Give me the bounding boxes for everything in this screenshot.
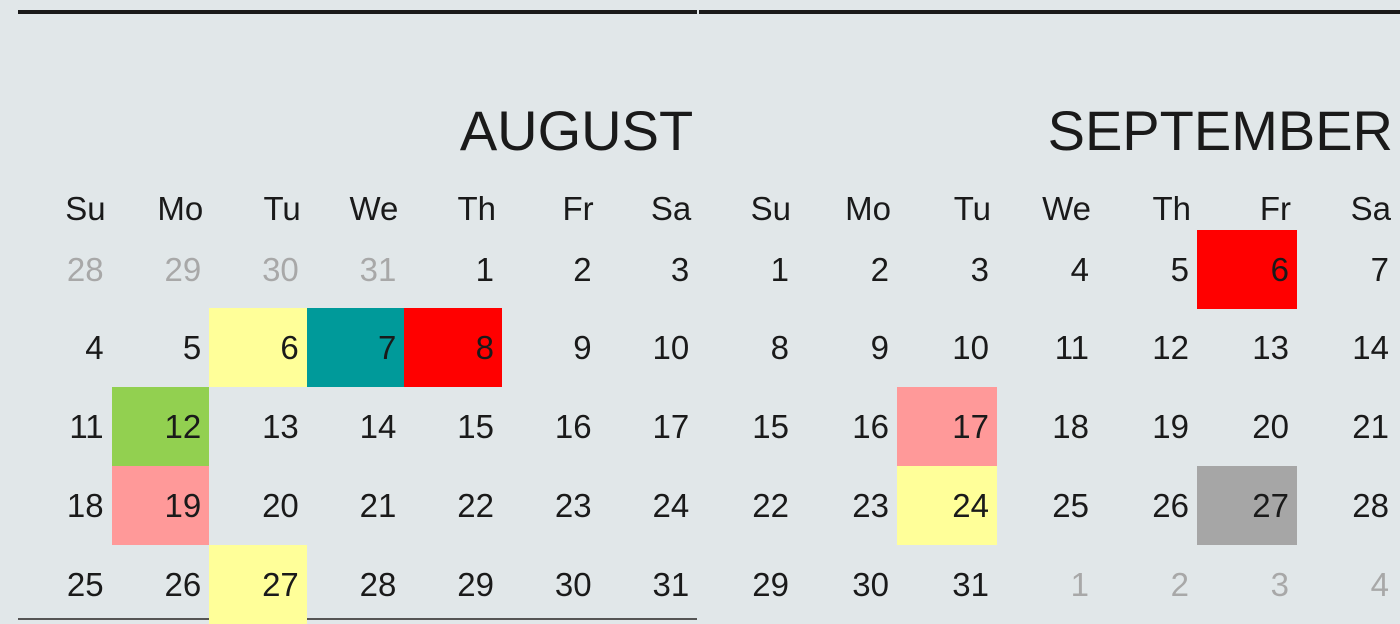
day-cell: 7 [1370, 251, 1389, 288]
day-cell: 25 [66, 566, 104, 603]
weekday-label: Fr [562, 190, 594, 227]
weekday-label: Sa [650, 190, 692, 227]
day-cell: 9 [573, 329, 592, 366]
day-cell: 11 [69, 408, 104, 445]
day-cell: 16 [554, 408, 592, 445]
weekday-label: Th [457, 190, 496, 227]
day-cell: 20 [262, 487, 299, 524]
day-cell: 3 [1270, 566, 1289, 603]
weekday-label: Tu [953, 190, 991, 227]
day-cell: 30 [554, 566, 592, 603]
day-cell: 26 [164, 566, 202, 603]
day-cell: 24 [652, 487, 690, 524]
day-cell: 14 [359, 408, 397, 445]
day-cell: 2 [573, 251, 592, 288]
day-cell: 19 [1152, 408, 1189, 445]
day-cell: 22 [752, 487, 789, 524]
month-title: AUGUST [459, 99, 694, 162]
day-cell: 1 [1070, 566, 1089, 603]
day-cell: 22 [457, 487, 494, 524]
day-cell: 4 [85, 329, 104, 366]
day-cell: 12 [111, 387, 210, 466]
month-title: SEPTEMBER [1047, 99, 1393, 162]
day-cell: 11 [1054, 329, 1089, 366]
day-cell: 19 [111, 466, 210, 545]
day-cell: 3 [670, 251, 690, 288]
day-cell: 29 [752, 566, 789, 603]
day-cell: 1 [770, 251, 789, 288]
day-cell: 28 [66, 251, 104, 288]
day-cell: 27 [1197, 466, 1297, 545]
weekday-label: Fr [1259, 190, 1291, 227]
day-cell: 26 [1152, 487, 1189, 524]
day-cell: 13 [1252, 329, 1289, 366]
day-cell: 21 [359, 487, 397, 524]
day-cell: 18 [1052, 408, 1089, 445]
day-cell: 12 [1152, 329, 1189, 366]
day-cell: 24 [897, 466, 997, 545]
day-cell: 20 [1252, 408, 1289, 445]
top-rule [18, 10, 697, 14]
day-cell: 29 [164, 251, 202, 288]
day-cell: 8 [770, 329, 789, 366]
day-cell: 18 [66, 487, 104, 524]
day-cell: 10 [952, 329, 989, 366]
bottom-rule [18, 618, 697, 620]
day-cell: 21 [1352, 408, 1389, 445]
day-cell: 6 [1197, 230, 1297, 309]
day-cell: 28 [1352, 487, 1389, 524]
day-cell: 25 [1052, 487, 1089, 524]
day-cell: 17 [897, 387, 997, 466]
weekday-label: Su [65, 190, 106, 227]
weekday-label: We [349, 190, 399, 227]
day-cell: 30 [852, 566, 889, 603]
day-cell: 8 [404, 308, 502, 387]
day-cell: 29 [457, 566, 494, 603]
day-cell: 4 [1370, 566, 1389, 603]
weekday-label: Su [750, 190, 791, 227]
weekday-label: Tu [263, 190, 301, 227]
day-cell: 10 [652, 329, 690, 366]
day-cell: 6 [209, 308, 307, 387]
day-cell: 14 [1352, 329, 1389, 366]
day-cell: 7 [306, 308, 405, 387]
day-cell: 2 [870, 251, 889, 288]
weekday-label: Mo [845, 190, 891, 227]
weekday-label: We [1042, 190, 1091, 227]
day-cell: 9 [870, 329, 889, 366]
day-cell: 1 [475, 251, 494, 288]
day-cell: 30 [262, 251, 299, 288]
day-cell: 15 [457, 408, 494, 445]
day-cell: 5 [1170, 251, 1189, 288]
day-cell: 28 [359, 566, 397, 603]
weekday-label: Th [1152, 190, 1191, 227]
day-cell: 4 [1070, 251, 1089, 288]
day-cell: 31 [359, 251, 397, 288]
day-cell: 2 [1170, 566, 1189, 603]
day-cell: 31 [652, 566, 690, 603]
day-cell: 17 [652, 408, 690, 445]
day-cell: 23 [554, 487, 592, 524]
day-cell: 15 [752, 408, 789, 445]
weekday-label: Mo [157, 190, 204, 227]
day-cell: 31 [952, 566, 989, 603]
day-cell: 13 [262, 408, 299, 445]
day-cell: 5 [182, 329, 202, 366]
day-cell: 27 [209, 545, 307, 624]
day-cell: 3 [970, 251, 989, 288]
day-cell: 16 [852, 408, 889, 445]
top-rule [699, 10, 1400, 14]
weekday-label: Sa [1350, 190, 1391, 227]
day-cell: 23 [852, 487, 889, 524]
